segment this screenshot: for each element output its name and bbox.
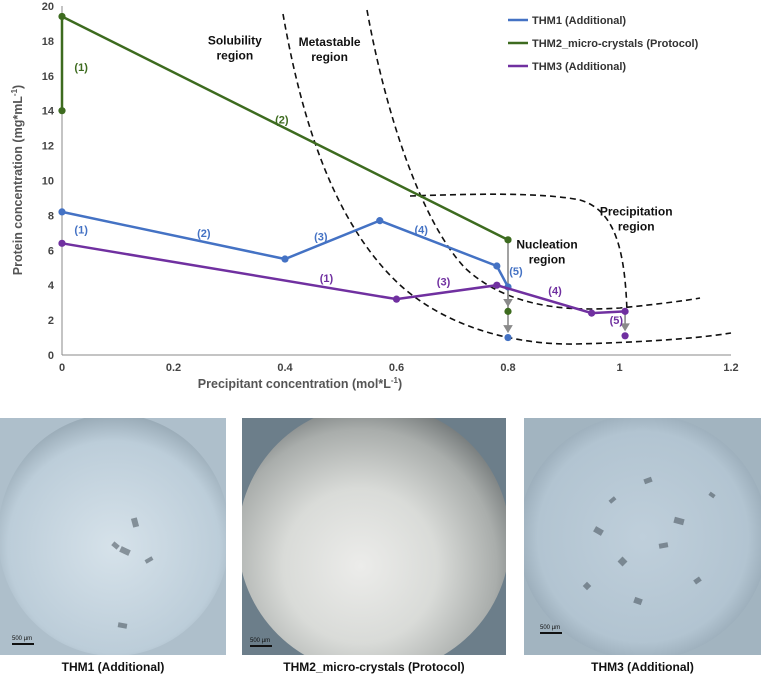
region-label: Precipitation [600,204,673,218]
data-point [621,307,629,315]
series-group [58,12,630,342]
y-tick-label: 16 [42,71,54,83]
y-tick-label: 10 [42,176,54,188]
step-label: (2) [275,114,289,126]
y-tick-label: 20 [42,1,54,13]
phase-diagram-chart: 0 0.2 0.4 0.6 0.8 1 1.2 0 2 4 6 8 10 12 14 16 18 20 Precip… [10,1,739,391]
annotations: (1) (2) (1) (2) (3) (4) (5) (1) (3) (4) (5) Solubil… [74,33,672,327]
scale-line [540,632,562,634]
x-tick-label: 1.2 [723,362,738,374]
y-tick-label: 12 [42,141,54,153]
step-label: (3) [437,277,451,289]
data-point [504,236,512,244]
well-image [524,418,761,655]
drop-point [504,333,512,342]
legend-entry: THM2_micro-crystals (Protocol) [532,38,699,50]
caption-thm3: THM3 (Additional) [591,660,694,674]
data-point [58,12,66,21]
scale-bar: 500 µm [12,636,34,645]
region-label: Metastable [299,35,361,49]
step-label: (5) [509,266,523,278]
micrograph-thm1: 500 µm [0,418,226,655]
x-tick-label: 0.4 [277,362,293,374]
x-tick-label: 1 [616,362,622,374]
legend: THM1 (Additional) THM2_micro-crystals (Pr… [508,15,699,73]
micrograph-thm2: 500 µm [242,418,506,655]
y-tick-label: 0 [48,350,54,362]
x-tick-label: 0.8 [500,362,515,374]
data-point [493,262,501,270]
well-image [0,418,226,655]
data-point [376,217,384,225]
caption-thm1: THM1 (Additional) [61,660,165,674]
data-point [58,239,66,247]
data-point [493,281,501,289]
scale-label: 500 µm [250,638,271,644]
step-label: (1) [74,62,88,74]
scale-bar: 500 µm [540,625,562,634]
scale-line [250,645,272,647]
x-axis-title: Precipitant concentration (mol*L-1) [198,376,402,391]
series-line-0 [61,210,510,288]
series-line-1 [60,14,509,241]
region-label: Nucleation [516,238,577,252]
step-label: (4) [548,285,562,297]
scale-label: 500 µm [12,636,33,642]
axes: 0 0.2 0.4 0.6 0.8 1 1.2 0 2 4 6 8 10 12 14 16 18 20 Precip… [10,1,739,391]
y-axis-title: Protein concentration (mg*mL-1) [10,85,25,275]
data-point [588,309,596,317]
legend-entry: THM3 (Additional) [532,61,626,73]
region-label: region [618,219,655,233]
region-label: region [529,253,566,267]
y-tick-label: 4 [48,280,55,292]
scale-label: 500 µm [540,625,561,631]
y-tick-label: 2 [48,315,54,327]
y-tick-label: 14 [42,106,55,118]
micrograph-thm3: 500 µm [524,418,761,655]
step-label: (4) [414,224,428,236]
metastable-boundary [282,13,732,345]
y-tick-label: 6 [48,245,54,257]
scale-line [12,643,34,645]
data-point [58,107,66,115]
well-image [242,418,506,655]
scale-bar: 500 µm [250,638,272,647]
step-label: (2) [197,228,211,240]
region-label: region [216,48,253,62]
step-label: (3) [314,231,328,243]
step-label: (1) [320,273,334,285]
step-label: (5) [610,315,624,327]
y-tick-label: 18 [42,36,54,48]
region-label: region [311,50,348,64]
data-point [58,208,66,216]
region-boundaries [282,9,732,345]
nucleation-boundary [366,9,701,310]
step-label: (1) [74,224,88,236]
x-tick-label: 0.6 [389,362,404,374]
x-tick-label: 0 [59,362,65,374]
drop-point [504,307,512,315]
y-tick-label: 8 [48,210,54,222]
data-point [281,255,289,263]
caption-thm2: THM2_micro-crystals (Protocol) [283,660,465,674]
precipitation-boundary [409,193,628,313]
drop-point [621,332,629,340]
region-label: Solubility [208,33,262,47]
data-point [392,295,401,303]
x-tick-label: 0.2 [166,362,181,374]
legend-entry: THM1 (Additional) [532,15,626,27]
